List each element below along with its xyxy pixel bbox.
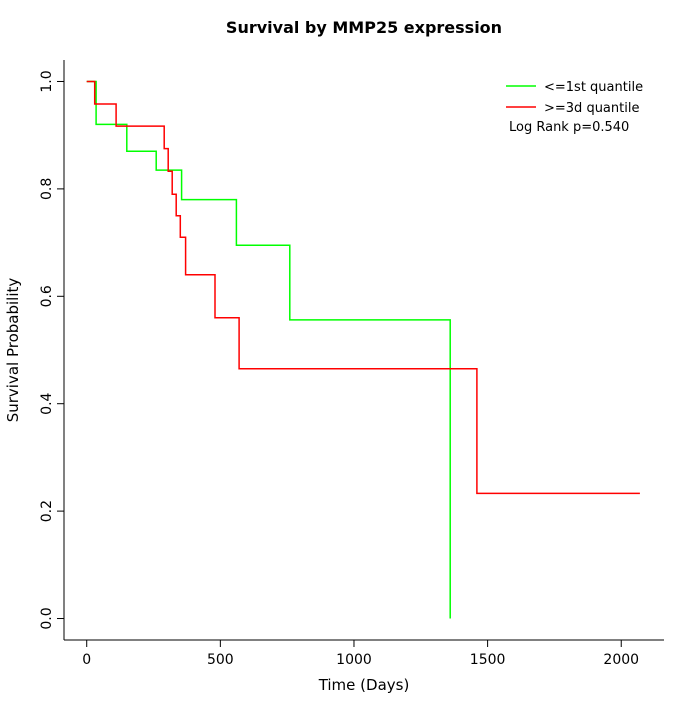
x-tick-label: 1500 <box>470 652 506 668</box>
km-curve-third-quantile <box>86 80 640 495</box>
x-tick-label: 2000 <box>603 652 639 668</box>
y-tick-label: 0.4 <box>39 392 55 414</box>
x-tick-label: 500 <box>207 652 234 668</box>
y-axis-ticks: 0.0 0.2 0.4 0.6 0.8 1.0 <box>39 70 64 630</box>
chart-title: Survival by MMP25 expression <box>226 18 502 37</box>
y-tick-label: 0.6 <box>39 285 55 307</box>
logrank-pvalue-annotation: Log Rank p=0.540 <box>509 120 629 135</box>
km-curve-first-quantile <box>86 80 451 619</box>
x-axis-ticks: 0 500 1000 1500 2000 <box>82 640 639 668</box>
legend-label-first-quantile: <=1st quantile <box>544 80 643 95</box>
y-tick-label: 0.0 <box>39 607 55 629</box>
y-axis-label: Survival Probability <box>4 278 22 423</box>
y-tick-label: 0.2 <box>39 500 55 522</box>
legend-label-third-quantile: >=3d quantile <box>544 101 639 116</box>
x-tick-label: 0 <box>82 652 91 668</box>
y-tick-label: 0.8 <box>39 178 55 200</box>
x-tick-label: 1000 <box>336 652 372 668</box>
x-axis-label: Time (Days) <box>318 676 410 694</box>
y-tick-label: 1.0 <box>39 70 55 92</box>
legend: <=1st quantile >=3d quantile Log Rank p=… <box>506 80 643 135</box>
